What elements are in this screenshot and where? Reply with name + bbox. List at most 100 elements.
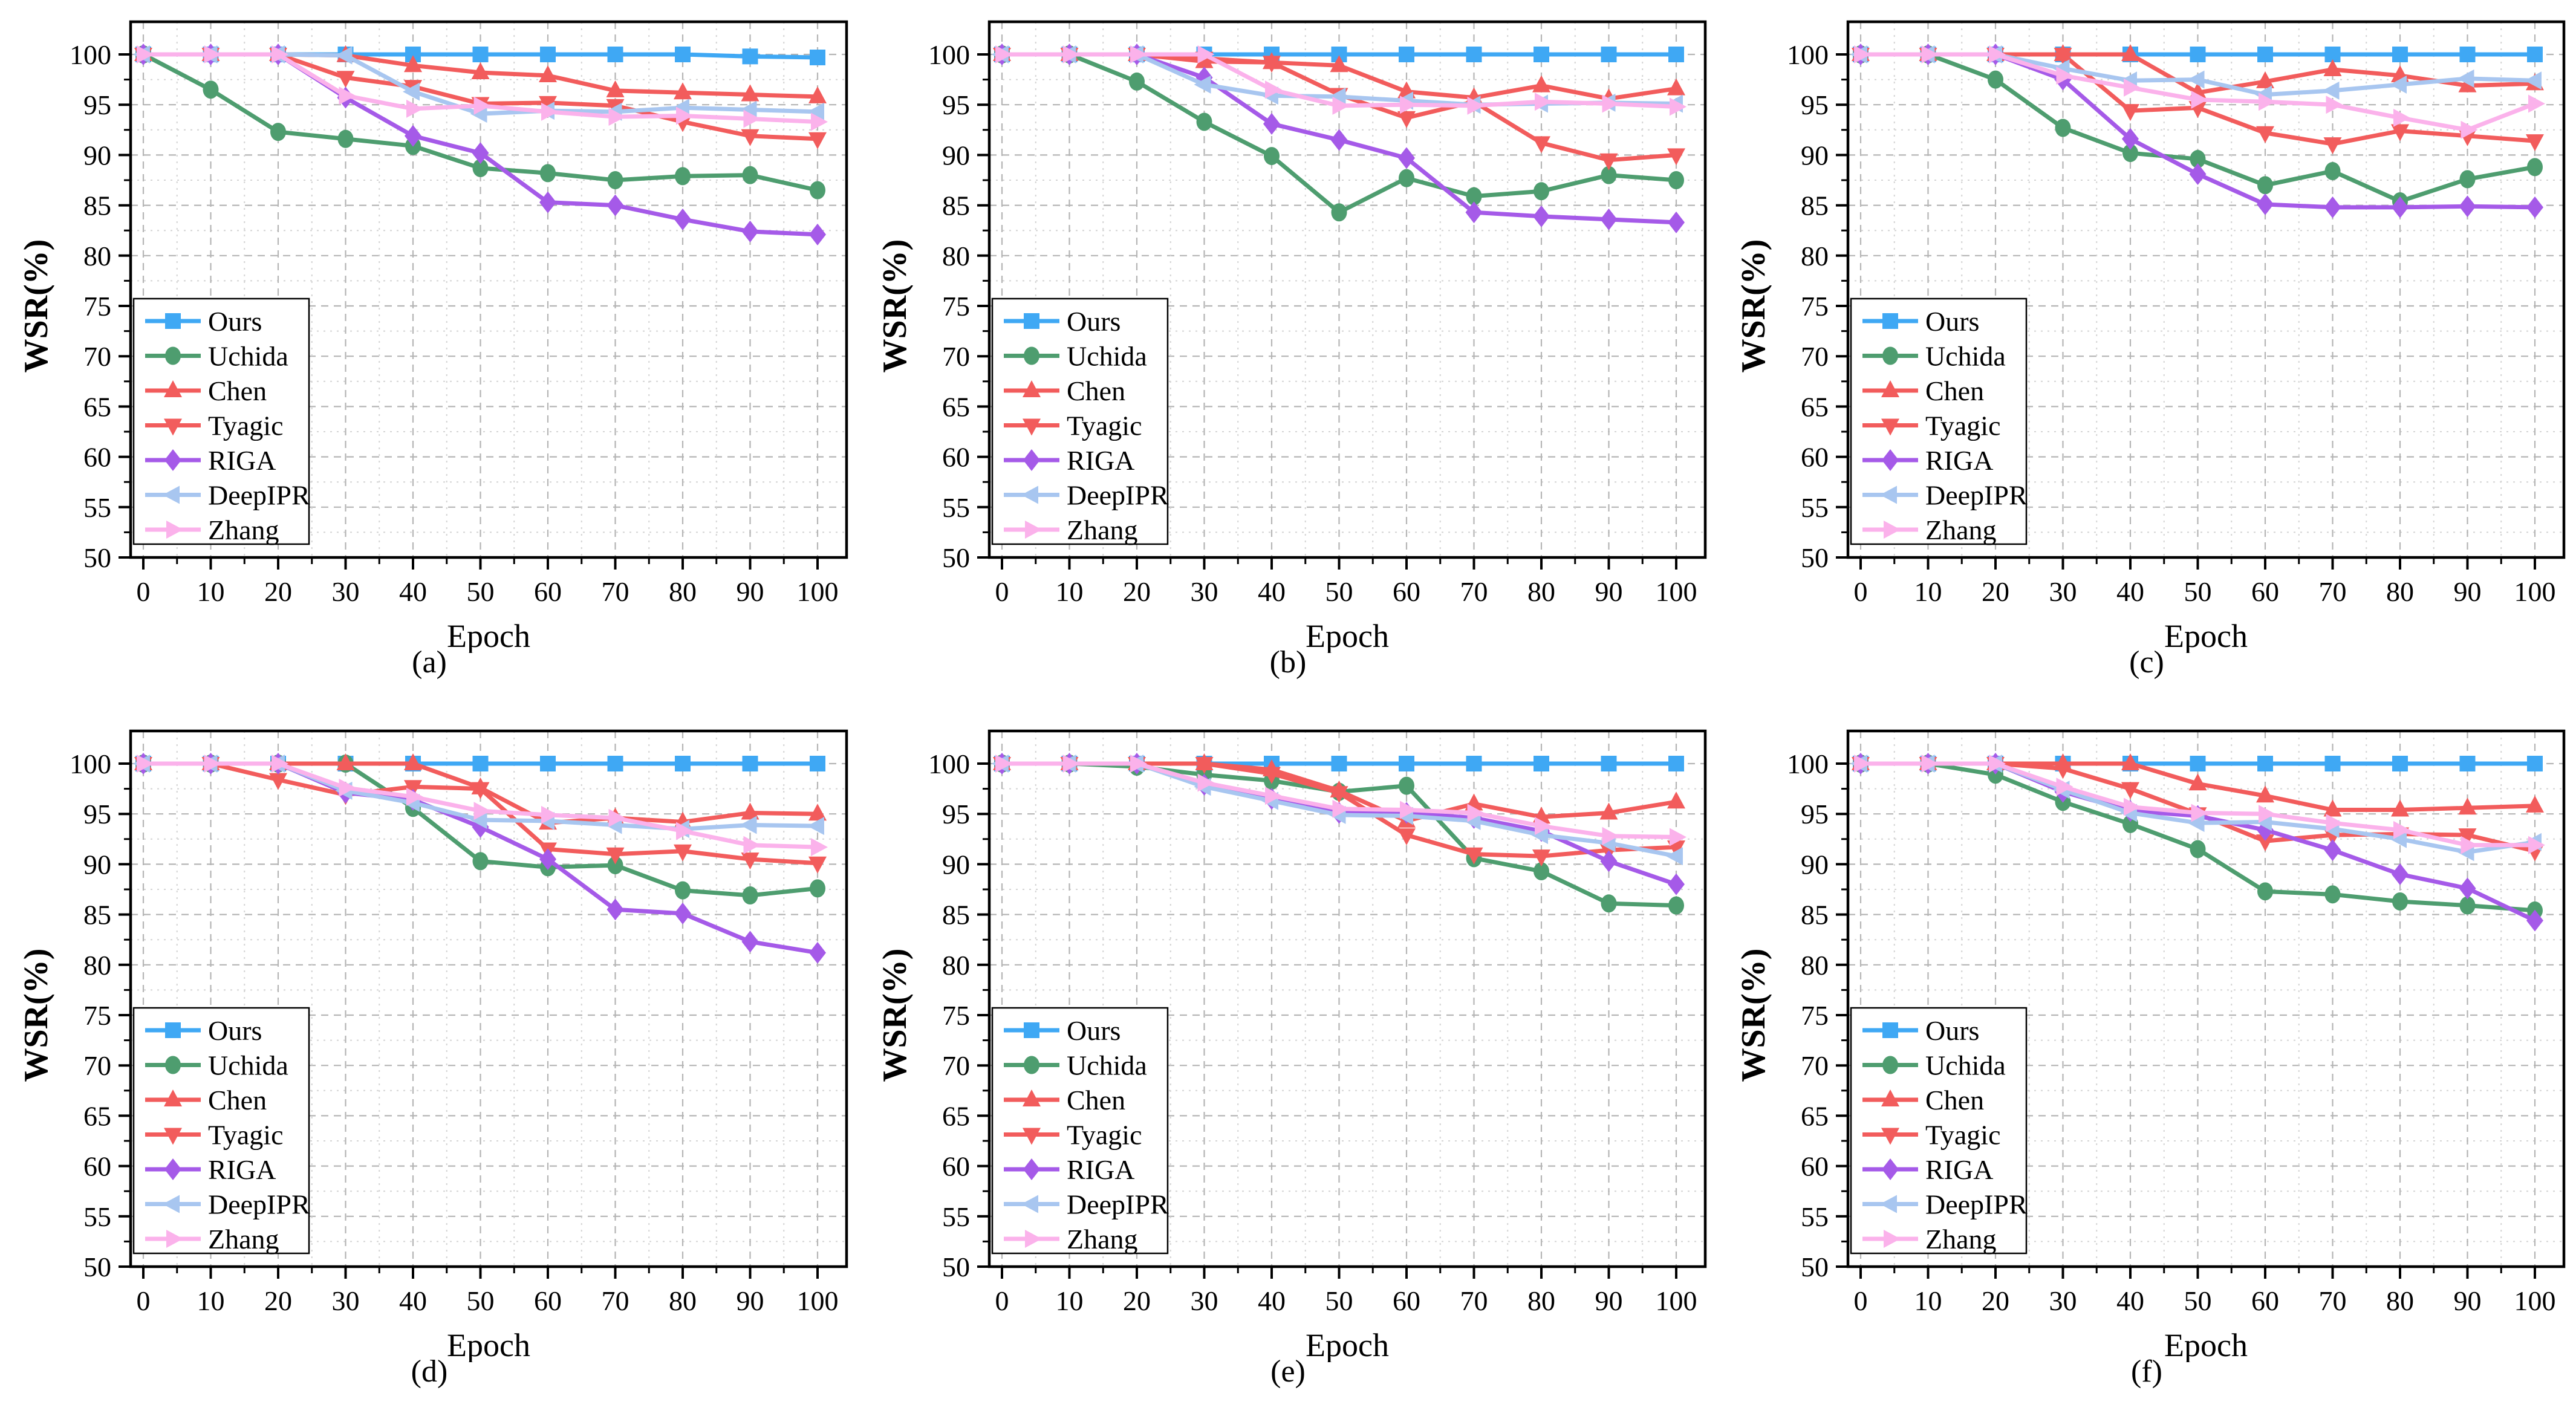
square-marker [2190, 756, 2206, 771]
x-tick-label: 70 [1460, 1285, 1488, 1316]
legend-item-uchida: Uchida [1862, 341, 2006, 372]
x-axis-title: Epoch [2164, 1327, 2248, 1362]
triangle-down-marker [674, 844, 692, 862]
triangle-down-icon [1023, 418, 1041, 436]
legend-item-ours: Ours [1862, 1015, 1979, 1046]
y-axis-title: WSR(%) [1735, 949, 1772, 1082]
triangle-right-marker [2393, 108, 2410, 127]
circle-marker [472, 852, 489, 871]
diamond-marker [539, 191, 556, 213]
circle-marker [1399, 776, 1414, 795]
triangle-left-marker [740, 816, 757, 834]
diamond-marker [539, 848, 556, 871]
y-tick-label: 75 [83, 1000, 111, 1031]
triangle-right-icon [1884, 1230, 1901, 1248]
chart-c: 50 55 60 65 70 75 80 85 90 95 100 0 10 20 30 40 50 60 70 80… [1735, 20, 2566, 653]
legend-label: Uchida [1067, 1050, 1147, 1081]
legend-item-chen: Chen [1004, 375, 1125, 406]
triangle-down-marker [2054, 48, 2072, 65]
legend-label: Chen [1925, 1085, 1984, 1115]
legend-item-tyagic: Tyagic [1862, 411, 2001, 441]
triangle-down-marker [808, 856, 827, 874]
y-axis-title: WSR(%) [1735, 239, 1772, 373]
diamond-marker [405, 125, 421, 147]
triangle-down-marker [2391, 124, 2409, 141]
panel-a: 50 55 60 65 70 75 80 85 90 95 100 0 10 20 30 40 50 60 70 80… [0, 0, 859, 709]
circle-icon [165, 1056, 181, 1074]
circle-marker [810, 181, 825, 200]
y-tick-label: 55 [942, 492, 970, 523]
legend-label: Uchida [208, 1050, 288, 1081]
triangle-up-icon [1881, 380, 1899, 397]
x-tick-label: 90 [737, 1285, 764, 1316]
circle-marker [742, 886, 758, 904]
y-tick-label: 50 [1801, 542, 1829, 573]
x-tick-label: 80 [2386, 576, 2414, 607]
legend-item-zhang: Zhang [1004, 1224, 1138, 1255]
triangle-down-marker [1397, 828, 1416, 846]
triangle-right-marker [1130, 755, 1147, 773]
square-marker [1534, 47, 1549, 62]
triangle-right-marker [2259, 805, 2275, 823]
legend-label: Tyagic [208, 1120, 284, 1151]
legend-label: Zhang [1067, 515, 1138, 545]
legend-box [132, 1007, 310, 1255]
triangle-up-icon [1881, 1089, 1899, 1106]
legend-item-deepipr: DeepIPR [1004, 480, 1169, 511]
triangle-right-marker [339, 86, 356, 105]
legend-item-riga: RIGA [1862, 445, 1993, 476]
x-tick-label: 50 [1325, 1285, 1353, 1316]
legend-item-zhang: Zhang [145, 1224, 279, 1255]
x-tick-label: 60 [1393, 1285, 1420, 1316]
x-tick-label: 70 [1460, 576, 1488, 607]
triangle-left-marker [335, 46, 353, 65]
series-uchida [1853, 45, 2543, 210]
circle-marker [1129, 72, 1145, 91]
plot-border [1846, 20, 2566, 559]
panel-e: 50 55 60 65 70 75 80 85 90 95 100 0 10 20 30 40 50 60 70 80… [859, 709, 1717, 1418]
legend-item-riga: RIGA [145, 445, 276, 476]
legend-label: Tyagic [1067, 1120, 1142, 1151]
x-tick-label: 30 [332, 576, 360, 607]
triangle-down-marker [2256, 126, 2274, 143]
circle-marker [810, 879, 825, 898]
triangle-left-icon [1880, 485, 1897, 504]
circle-marker [472, 159, 489, 178]
legend-label: Ours [1925, 306, 1979, 337]
series-zhang [1854, 755, 2545, 854]
panel-caption-b: (b) [1269, 645, 1307, 680]
triangle-right-marker [1670, 97, 1686, 116]
circle-marker [1668, 171, 1684, 189]
legend-label: Ours [1925, 1015, 1979, 1046]
circle-marker [337, 129, 354, 148]
circle-marker [2257, 176, 2273, 195]
y-tick-label: 55 [83, 1201, 111, 1232]
triangle-left-marker [2322, 81, 2340, 100]
triangle-right-marker [2259, 93, 2275, 111]
circle-marker [675, 167, 691, 186]
x-tick-label: 40 [2116, 576, 2144, 607]
triangle-up-marker [539, 65, 557, 82]
triangle-up-icon [1023, 1089, 1041, 1106]
x-tick-label: 80 [1527, 1285, 1555, 1316]
triangle-right-marker [1989, 755, 2006, 773]
triangle-right-marker [608, 808, 626, 827]
triangle-down-marker [2121, 782, 2139, 799]
triangle-down-marker [2526, 134, 2544, 152]
y-tick-label: 80 [83, 241, 111, 271]
circle-marker [2055, 119, 2071, 137]
triangle-up-marker [741, 802, 759, 820]
triangle-right-marker [2056, 778, 2073, 796]
triangle-right-marker [204, 755, 221, 773]
square-marker [2324, 756, 2341, 771]
diamond-icon [164, 1158, 181, 1180]
x-tick-label: 20 [264, 1285, 292, 1316]
square-marker [1399, 47, 1414, 62]
y-tick-label: 60 [1801, 442, 1829, 473]
chart-f: 50 55 60 65 70 75 80 85 90 95 100 0 10 20 30 40 50 60 70 80… [1735, 729, 2566, 1362]
triangle-right-marker [1400, 800, 1417, 819]
x-tick-label: 40 [1258, 576, 1286, 607]
x-tick-label: 70 [2319, 576, 2347, 607]
